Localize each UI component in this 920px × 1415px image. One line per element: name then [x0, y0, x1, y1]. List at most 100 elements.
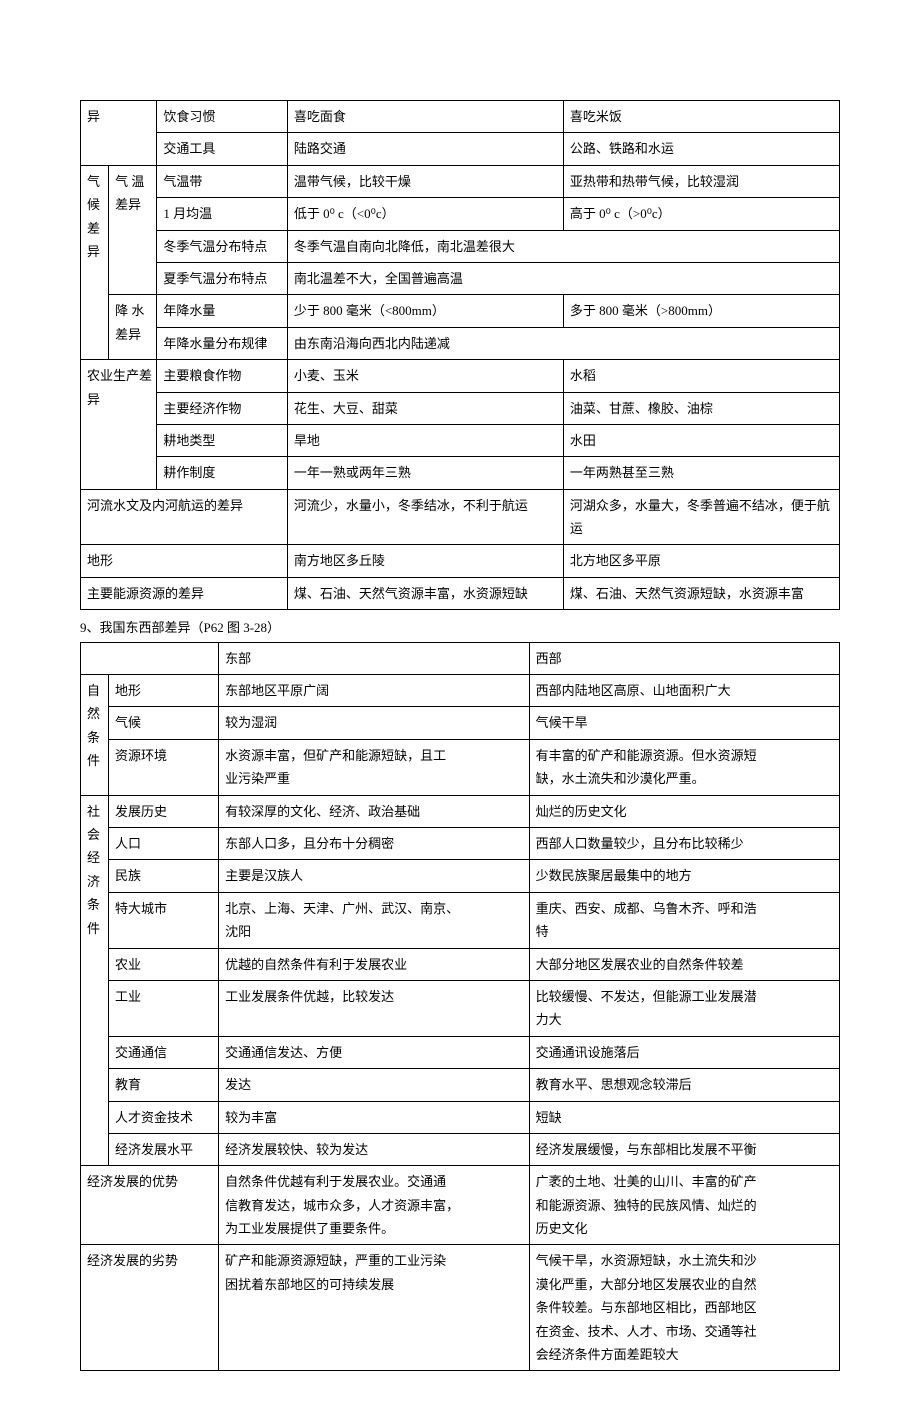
table-cell: 1 月均温: [157, 198, 288, 230]
table-cell: 夏季气温分布特点: [157, 262, 288, 294]
table-cell: 主要粮食作物: [157, 360, 288, 392]
table-cell: 人才资金技术: [109, 1101, 219, 1133]
table-cell: 水稻: [563, 360, 839, 392]
table-cell: 水资源丰富，但矿产和能源短缺，且工 业污染严重: [219, 739, 529, 795]
table-cell: 河湖众多，水量大，冬季普遍不结冰，便于航运: [563, 489, 839, 545]
table-cell: 耕作制度: [157, 457, 288, 489]
table-cell: 南北温差不大，全国普遍高温: [287, 262, 839, 294]
table-cell: 由东南沿海向西北内陆递减: [287, 327, 839, 359]
table-cell: 教育: [109, 1069, 219, 1101]
table-cell: 发达: [219, 1069, 529, 1101]
table-cell: 地形: [81, 545, 288, 577]
table-cell: 重庆、西安、成都、乌鲁木齐、呼和浩 特: [529, 892, 839, 948]
table-cell: 花生、大豆、甜菜: [287, 392, 563, 424]
table-cell: 气候: [109, 707, 219, 739]
table-cell: 工业发展条件优越，比较发达: [219, 980, 529, 1036]
table-cell: 河流水文及内河航运的差异: [81, 489, 288, 545]
table-cell: 经济发展水平: [109, 1133, 219, 1165]
table-cell: 北方地区多平原: [563, 545, 839, 577]
table-cell: 自 然 条 件: [81, 675, 109, 796]
table-cell: 交通工具: [157, 133, 288, 165]
table-cell: 东部: [219, 642, 529, 674]
section-title: 9、我国东西部差异（P62 图 3-28）: [80, 614, 840, 641]
table-cell: 气候干旱: [529, 707, 839, 739]
table-cell: 广袤的土地、壮美的山川、丰富的矿产 和能源资源、独特的民族风情、灿烂的 历史文化: [529, 1166, 839, 1245]
table-cell: 主要能源资源的差异: [81, 577, 288, 609]
table-cell: 灿烂的历史文化: [529, 795, 839, 827]
table-cell: 资源环境: [109, 739, 219, 795]
table-cell: 高于 0⁰ c（>0⁰c）: [563, 198, 839, 230]
table-cell: [81, 642, 219, 674]
table-cell: 降 水 差异: [109, 295, 157, 360]
table-cell: 短缺: [529, 1101, 839, 1133]
table-cell: 优越的自然条件有利于发展农业: [219, 948, 529, 980]
table-cell: 多于 800 毫米（>800mm）: [563, 295, 839, 327]
table-cell: 农业生产差 异: [81, 360, 157, 490]
table-cell: 经济发展较快、较为发达: [219, 1133, 529, 1165]
table-cell: 喜吃米饭: [563, 101, 839, 133]
table-cell: 气候干旱，水资源短缺，水土流失和沙 漠化严重，大部分地区发展农业的自然 条件较差…: [529, 1245, 839, 1371]
table-cell: 冬季气温自南向北降低，南北温差很大: [287, 230, 839, 262]
table-cell: 地形: [109, 675, 219, 707]
table-cell: 气 候 差 异: [81, 165, 109, 359]
table-cell: 气 温 差异: [109, 165, 157, 295]
table-cell: 陆路交通: [287, 133, 563, 165]
table-cell: 交通通讯设施落后: [529, 1036, 839, 1068]
table-cell: 旱地: [287, 424, 563, 456]
table-cell: 经济发展缓慢，与东部相比发展不平衡: [529, 1133, 839, 1165]
table-cell: 异: [81, 101, 157, 166]
table-cell: 比较缓慢、不发达，但能源工业发展潜 力大: [529, 980, 839, 1036]
table-cell: 公路、铁路和水运: [563, 133, 839, 165]
table-cell: 经济发展的劣势: [81, 1245, 219, 1371]
table-cell: 发展历史: [109, 795, 219, 827]
table-cell: 低于 0⁰ c（<0⁰c）: [287, 198, 563, 230]
table-cell: 耕地类型: [157, 424, 288, 456]
table-cell: 东部人口多，且分布十分稠密: [219, 827, 529, 859]
table-east-west: 东部西部自 然 条 件地形东部地区平原广阔西部内陆地区高原、山地面积广大气候较为…: [80, 642, 840, 1372]
table-cell: 河流少，水量小，冬季结冰，不利于航运: [287, 489, 563, 545]
table-cell: 油菜、甘蔗、橡胶、油棕: [563, 392, 839, 424]
table-cell: 煤、石油、天然气资源短缺，水资源丰富: [563, 577, 839, 609]
table-cell: 西部人口数量较少，且分布比较稀少: [529, 827, 839, 859]
table-cell: 教育水平、思想观念较滞后: [529, 1069, 839, 1101]
table-cell: 矿产和能源资源短缺，严重的工业污染 困扰着东部地区的可持续发展: [219, 1245, 529, 1371]
table-cell: 水田: [563, 424, 839, 456]
table-cell: 一年一熟或两年三熟: [287, 457, 563, 489]
table-cell: 一年两熟甚至三熟: [563, 457, 839, 489]
table-cell: 自然条件优越有利于发展农业。交通通 信教育发达，城市众多，人才资源丰富， 为工业…: [219, 1166, 529, 1245]
table-cell: 气温带: [157, 165, 288, 197]
table-cell: 年降水量分布规律: [157, 327, 288, 359]
table-cell: 东部地区平原广阔: [219, 675, 529, 707]
table-cell: 民族: [109, 860, 219, 892]
table-cell: 较为丰富: [219, 1101, 529, 1133]
table-cell: 主要是汉族人: [219, 860, 529, 892]
table-cell: 南方地区多丘陵: [287, 545, 563, 577]
table-cell: 西部内陆地区高原、山地面积广大: [529, 675, 839, 707]
table-cell: 年降水量: [157, 295, 288, 327]
table-cell: 少于 800 毫米（<800mm）: [287, 295, 563, 327]
table-cell: 有较深厚的文化、经济、政治基础: [219, 795, 529, 827]
table-cell: 少数民族聚居最集中的地方: [529, 860, 839, 892]
table-north-south: 异饮食习惯喜吃面食喜吃米饭交通工具陆路交通公路、铁路和水运气 候 差 异气 温 …: [80, 100, 840, 610]
table-cell: 人口: [109, 827, 219, 859]
table-cell: 饮食习惯: [157, 101, 288, 133]
table-cell: 经济发展的优势: [81, 1166, 219, 1245]
table-cell: 亚热带和热带气候，比较湿润: [563, 165, 839, 197]
table-cell: 喜吃面食: [287, 101, 563, 133]
table-cell: 主要经济作物: [157, 392, 288, 424]
table-cell: 社 会 经 济 条 件: [81, 795, 109, 1166]
table-cell: 小麦、玉米: [287, 360, 563, 392]
table-cell: 农业: [109, 948, 219, 980]
table-cell: 有丰富的矿产和能源资源。但水资源短 缺，水土流失和沙漠化严重。: [529, 739, 839, 795]
table-cell: 工业: [109, 980, 219, 1036]
table-cell: 煤、石油、天然气资源丰富，水资源短缺: [287, 577, 563, 609]
table-cell: 较为湿润: [219, 707, 529, 739]
document-page: 异饮食习惯喜吃面食喜吃米饭交通工具陆路交通公路、铁路和水运气 候 差 异气 温 …: [0, 0, 920, 1415]
table-cell: 温带气候，比较干燥: [287, 165, 563, 197]
table-cell: 交通通信发达、方便: [219, 1036, 529, 1068]
table-cell: 北京、上海、天津、广州、武汉、南京、 沈阳: [219, 892, 529, 948]
table-cell: 交通通信: [109, 1036, 219, 1068]
table-cell: 西部: [529, 642, 839, 674]
table-cell: 特大城市: [109, 892, 219, 948]
table-cell: 大部分地区发展农业的自然条件较差: [529, 948, 839, 980]
